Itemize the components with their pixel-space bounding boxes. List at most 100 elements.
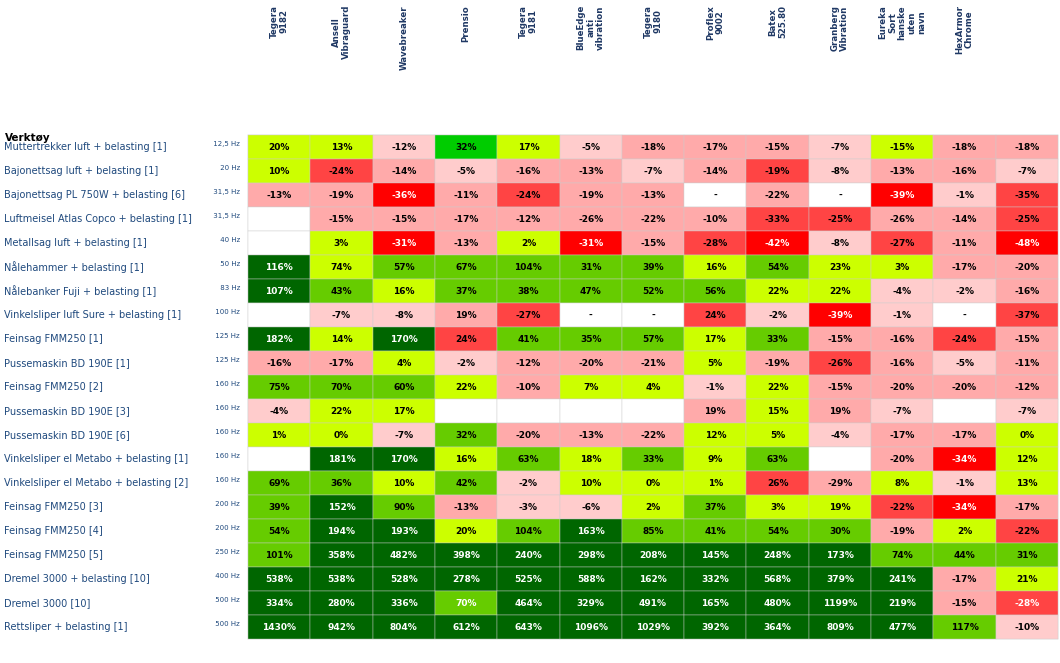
- Bar: [622, 231, 684, 255]
- Text: -31%: -31%: [391, 239, 417, 247]
- Text: 22%: 22%: [766, 286, 789, 296]
- Text: -17%: -17%: [329, 359, 354, 367]
- Bar: [871, 471, 934, 495]
- Text: Feinsag FMM250 [3]: Feinsag FMM250 [3]: [4, 502, 103, 512]
- Bar: [373, 303, 435, 327]
- Bar: [746, 567, 809, 591]
- Text: -15%: -15%: [827, 335, 852, 343]
- Text: -24%: -24%: [329, 166, 354, 176]
- Text: 0%: 0%: [646, 479, 660, 487]
- Bar: [684, 543, 746, 567]
- Bar: [435, 255, 497, 279]
- Text: -13%: -13%: [578, 166, 603, 176]
- Bar: [435, 375, 497, 399]
- Text: -22%: -22%: [765, 190, 791, 200]
- Bar: [248, 615, 311, 639]
- Text: -22%: -22%: [889, 503, 915, 511]
- Bar: [248, 327, 311, 351]
- Text: 101%: 101%: [265, 550, 293, 560]
- Text: 8%: 8%: [895, 479, 909, 487]
- Text: -16%: -16%: [266, 359, 292, 367]
- Text: 160 Hz: 160 Hz: [213, 453, 240, 459]
- Text: 17%: 17%: [393, 406, 414, 416]
- Text: Pussemaskin BD 190E [3]: Pussemaskin BD 190E [3]: [4, 406, 129, 416]
- Bar: [871, 207, 934, 231]
- Text: 24%: 24%: [705, 310, 726, 320]
- Text: 75%: 75%: [268, 383, 290, 391]
- Text: 528%: 528%: [390, 575, 418, 583]
- Bar: [809, 519, 871, 543]
- Text: 33%: 33%: [642, 455, 664, 463]
- Bar: [995, 567, 1058, 591]
- Text: 12%: 12%: [1017, 455, 1038, 463]
- Bar: [497, 399, 560, 423]
- Text: 329%: 329%: [577, 599, 604, 607]
- Text: HexArmor
Chrome: HexArmor Chrome: [955, 5, 974, 54]
- Text: -11%: -11%: [1014, 359, 1040, 367]
- Text: 200 Hz: 200 Hz: [213, 501, 240, 507]
- Text: 170%: 170%: [390, 335, 418, 343]
- Text: 12%: 12%: [705, 430, 726, 440]
- Text: 22%: 22%: [829, 286, 851, 296]
- Bar: [497, 375, 560, 399]
- Bar: [560, 327, 622, 351]
- Bar: [560, 471, 622, 495]
- Bar: [248, 543, 311, 567]
- Text: Dremel 3000 + belasting [10]: Dremel 3000 + belasting [10]: [4, 574, 149, 584]
- Bar: [871, 495, 934, 519]
- Text: 37%: 37%: [455, 286, 477, 296]
- Text: -17%: -17%: [703, 143, 728, 152]
- Text: 379%: 379%: [826, 575, 854, 583]
- Text: 1430%: 1430%: [262, 623, 296, 631]
- Bar: [311, 495, 373, 519]
- Text: 1096%: 1096%: [573, 623, 607, 631]
- Bar: [622, 279, 684, 303]
- Text: 5%: 5%: [770, 430, 785, 440]
- Bar: [995, 207, 1058, 231]
- Text: -14%: -14%: [952, 215, 977, 223]
- Bar: [684, 351, 746, 375]
- Bar: [248, 447, 311, 471]
- Bar: [809, 423, 871, 447]
- Bar: [248, 183, 311, 207]
- Text: 10%: 10%: [580, 479, 601, 487]
- Text: -27%: -27%: [889, 239, 915, 247]
- Text: 2%: 2%: [646, 503, 660, 511]
- Text: -39%: -39%: [827, 310, 852, 320]
- Bar: [934, 471, 995, 495]
- Text: -12%: -12%: [1014, 383, 1040, 391]
- Bar: [622, 591, 684, 615]
- Text: 500 Hz: 500 Hz: [213, 597, 240, 603]
- Bar: [311, 375, 373, 399]
- Text: Bajonettsag PL 750W + belasting [6]: Bajonettsag PL 750W + belasting [6]: [4, 190, 186, 200]
- Text: 26%: 26%: [766, 479, 789, 487]
- Text: -26%: -26%: [578, 215, 603, 223]
- Bar: [373, 543, 435, 567]
- Bar: [746, 495, 809, 519]
- Bar: [871, 327, 934, 351]
- Bar: [871, 303, 934, 327]
- Text: 44%: 44%: [954, 550, 975, 560]
- Text: -6%: -6%: [581, 503, 600, 511]
- Text: -15%: -15%: [952, 599, 977, 607]
- Text: -16%: -16%: [1014, 286, 1040, 296]
- Text: 1029%: 1029%: [636, 623, 670, 631]
- Bar: [934, 423, 995, 447]
- Bar: [684, 423, 746, 447]
- Bar: [684, 447, 746, 471]
- Bar: [684, 591, 746, 615]
- Text: 332%: 332%: [702, 575, 729, 583]
- Text: -3%: -3%: [519, 503, 537, 511]
- Text: 42%: 42%: [455, 479, 477, 487]
- Bar: [311, 351, 373, 375]
- Bar: [560, 351, 622, 375]
- Text: -16%: -16%: [952, 166, 977, 176]
- Bar: [248, 255, 311, 279]
- Text: 107%: 107%: [265, 286, 293, 296]
- Text: Feinsag FMM250 [5]: Feinsag FMM250 [5]: [4, 550, 103, 560]
- Text: -18%: -18%: [952, 143, 977, 152]
- Text: -39%: -39%: [889, 190, 915, 200]
- Text: -1%: -1%: [893, 310, 912, 320]
- Bar: [311, 519, 373, 543]
- Bar: [373, 615, 435, 639]
